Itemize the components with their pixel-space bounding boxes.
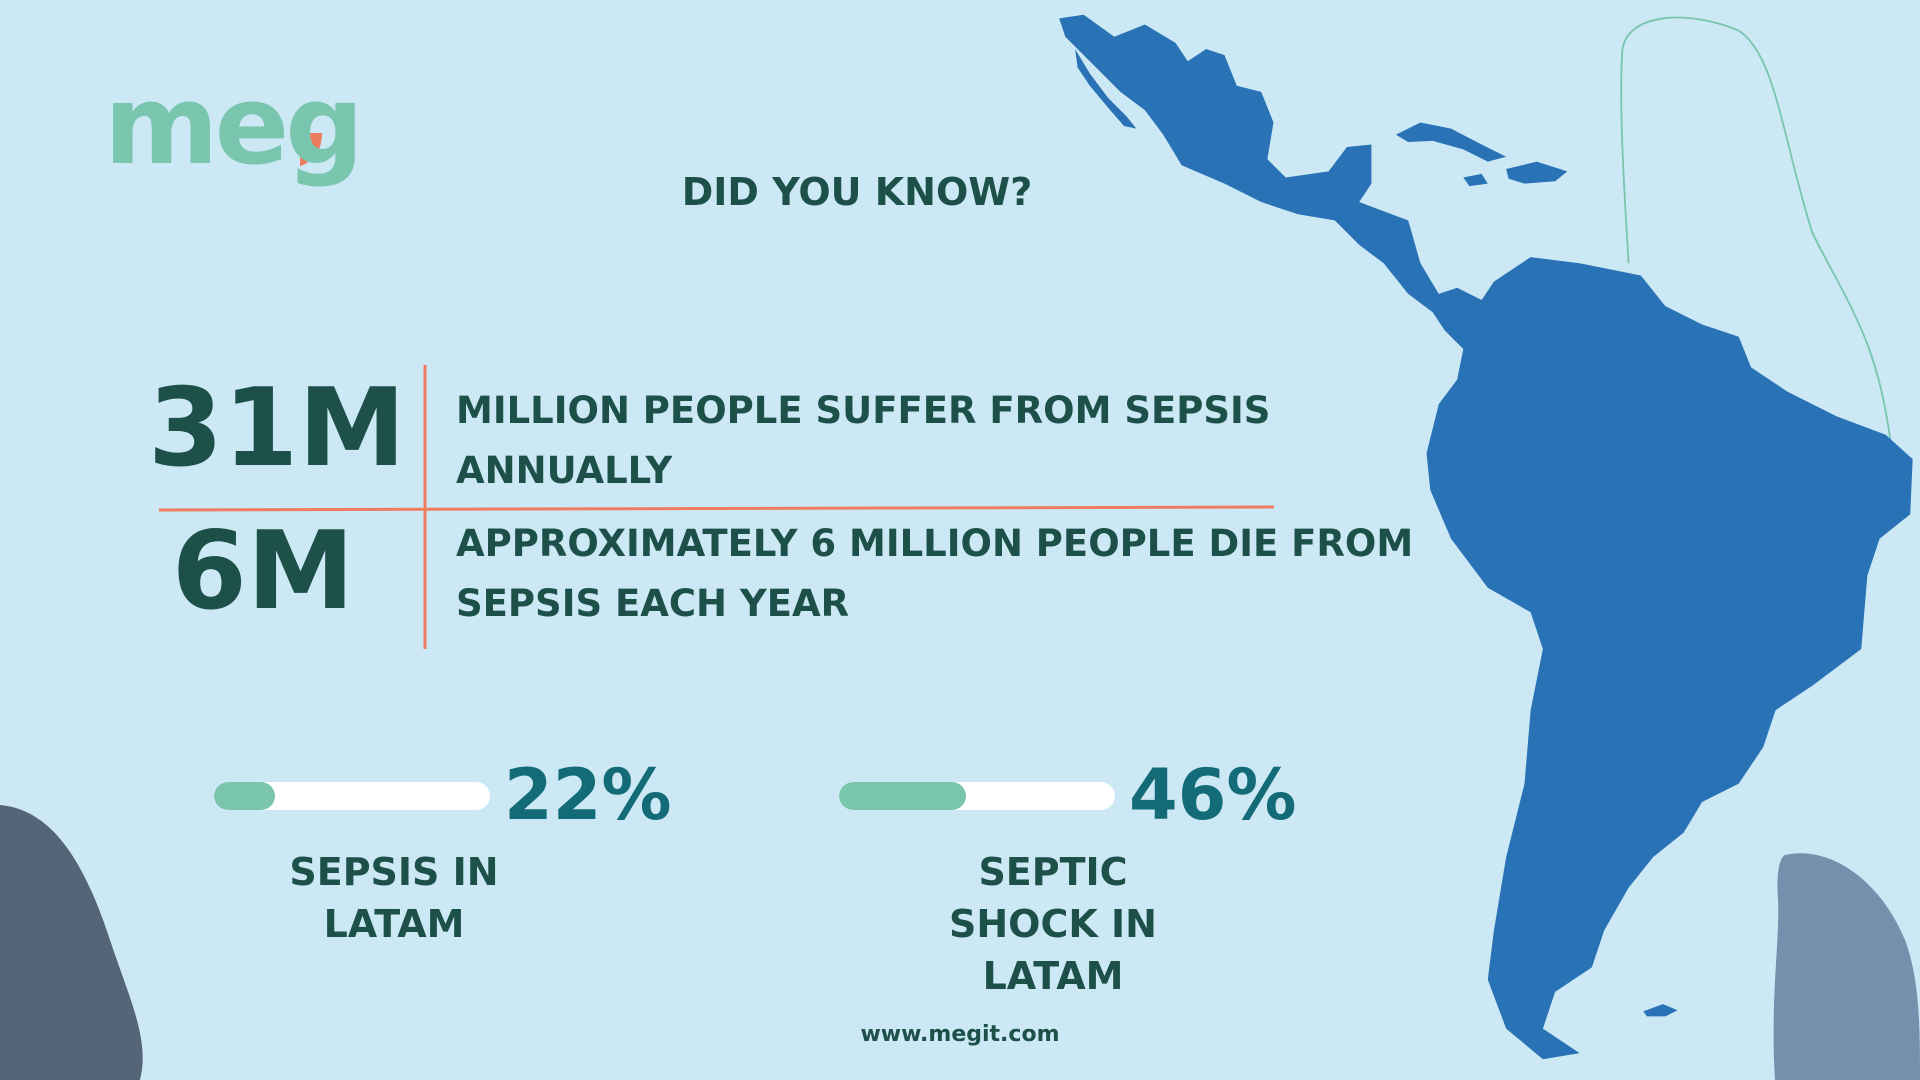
hispaniola: [1506, 161, 1568, 184]
map-outline: [1620, 16, 1893, 454]
gauge-track: [214, 782, 490, 810]
gauge-value: 22%: [504, 754, 672, 836]
blob-left: [0, 805, 143, 1080]
latin-america: [1059, 14, 1913, 1060]
divider-horizontal: [158, 505, 1275, 512]
falklands: [1643, 1004, 1678, 1017]
gauge-label: SEPSIS IN LATAM: [289, 850, 499, 946]
logo-accent: [296, 133, 322, 166]
stat-text: MILLION PEOPLE SUFFER FROM SEPSIS ANNUAL…: [456, 389, 1271, 492]
map: [1059, 14, 1913, 1060]
gauge-label: SEPTIC SHOCK IN LATAM: [949, 850, 1157, 998]
blob-right: [1773, 853, 1920, 1080]
gauge-value: 46%: [1129, 754, 1297, 836]
stat-figure: 6M: [171, 509, 355, 634]
gauge-track: [839, 782, 1115, 810]
title: DID YOU KNOW?: [681, 170, 1033, 214]
island: [1463, 173, 1488, 187]
gauge-fill: [839, 782, 966, 810]
gauge-fill: [214, 782, 275, 810]
stat-text: APPROXIMATELY 6 MILLION PEOPLE DIE FROM …: [456, 522, 1414, 625]
footer: www.megit.com: [860, 1022, 1060, 1047]
stat-figure: 31M: [148, 366, 406, 491]
cuba: [1395, 122, 1507, 162]
logo: meg: [104, 61, 364, 189]
